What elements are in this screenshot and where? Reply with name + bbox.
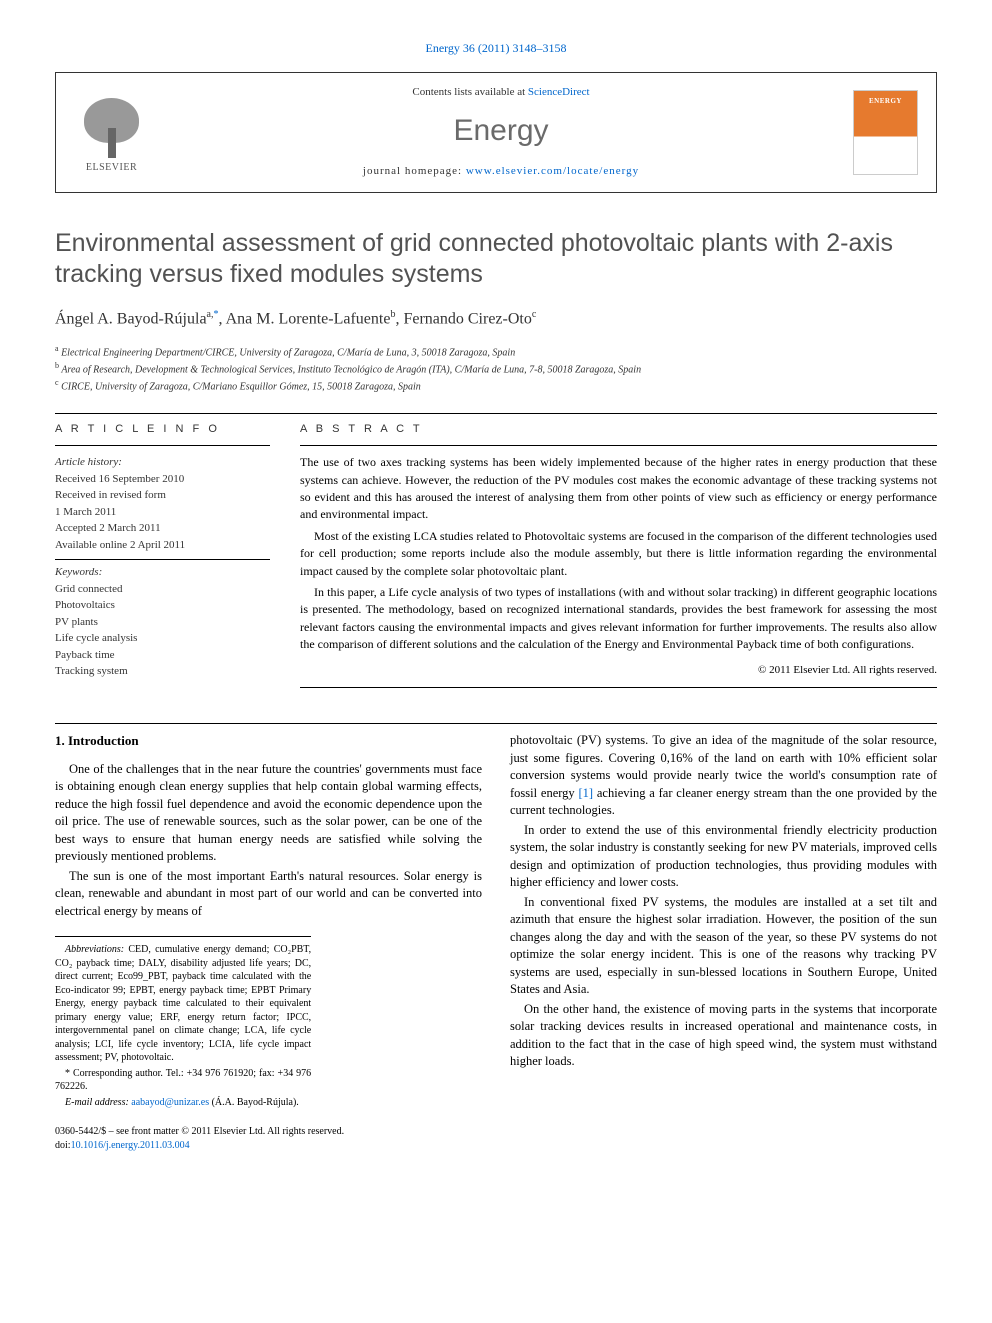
email-link[interactable]: aabayod@unizar.es <box>131 1097 209 1108</box>
citation-line: Energy 36 (2011) 3148–3158 <box>55 40 937 57</box>
abstract-p3: In this paper, a Life cycle analysis of … <box>300 584 937 654</box>
author-list: Ángel A. Bayod-Rújulaa,*, Ana M. Lorente… <box>55 308 937 331</box>
abbreviations: Abbreviations: CED, cumulative energy de… <box>55 943 311 1065</box>
right-column: photovoltaic (PV) systems. To give an id… <box>510 732 937 1111</box>
received-date: Received 16 September 2010 <box>55 471 270 488</box>
author-3-affil: c <box>532 309 536 320</box>
intro-p5: On the other hand, the existence of movi… <box>510 1001 937 1071</box>
email-label: E-mail address: <box>65 1097 131 1108</box>
doi-link[interactable]: 10.1016/j.energy.2011.03.004 <box>71 1140 190 1151</box>
corr-marker: * <box>214 309 219 320</box>
elsevier-tree-icon <box>84 98 139 158</box>
author-1: Ángel A. Bayod-Rújula <box>55 310 207 327</box>
ref-1-link[interactable]: [1] <box>578 786 593 800</box>
intro-p4: In conventional fixed PV systems, the mo… <box>510 894 937 999</box>
intro-p2a: The sun is one of the most important Ear… <box>55 868 482 921</box>
contents-prefix: Contents lists available at <box>412 86 527 98</box>
intro-p3: In order to extend the use of this envir… <box>510 822 937 892</box>
doi-line: doi:10.1016/j.energy.2011.03.004 <box>55 1139 937 1153</box>
abbrev-label: Abbreviations: <box>65 944 124 955</box>
revised-line1: Received in revised form <box>55 487 270 504</box>
abstract-column: A B S T R A C T The use of two axes trac… <box>300 422 937 697</box>
corresponding-author: * Corresponding author. Tel.: +34 976 76… <box>55 1067 311 1094</box>
divider-mid <box>55 723 937 724</box>
online-date: Available online 2 April 2011 <box>55 537 270 554</box>
keyword-2: PV plants <box>55 614 270 631</box>
keyword-0: Grid connected <box>55 581 270 598</box>
contents-list-line: Contents lists available at ScienceDirec… <box>149 85 853 100</box>
journal-cover-thumbnail <box>853 90 918 175</box>
abstract-p2: Most of the existing LCA studies related… <box>300 528 937 580</box>
author-1-affil: a, <box>207 309 214 320</box>
sciencedirect-link[interactable]: ScienceDirect <box>528 86 590 98</box>
revised-line2: 1 March 2011 <box>55 504 270 521</box>
abstract-divider <box>300 445 937 446</box>
affil-c: CIRCE, University of Zaragoza, C/Mariano… <box>61 382 421 393</box>
affiliations: a Electrical Engineering Department/CIRC… <box>55 343 937 395</box>
history-label: Article history: <box>55 454 270 471</box>
keywords-label: Keywords: <box>55 564 270 581</box>
info-divider-2 <box>55 559 270 560</box>
divider-top <box>55 413 937 414</box>
abstract-divider-bottom <box>300 687 937 688</box>
abstract-copyright: © 2011 Elsevier Ltd. All rights reserved… <box>300 663 937 679</box>
intro-p2b: photovoltaic (PV) systems. To give an id… <box>510 732 937 820</box>
journal-name: Energy <box>149 110 853 152</box>
bottom-bar: 0360-5442/$ – see front matter © 2011 El… <box>55 1125 937 1153</box>
journal-header: ELSEVIER Contents lists available at Sci… <box>55 72 937 193</box>
author-3: Fernando Cirez-Oto <box>403 310 531 327</box>
homepage-line: journal homepage: www.elsevier.com/locat… <box>149 164 853 179</box>
article-history: Article history: Received 16 September 2… <box>55 454 270 680</box>
homepage-link[interactable]: www.elsevier.com/locate/energy <box>466 165 639 177</box>
abstract-label: A B S T R A C T <box>300 422 937 437</box>
keyword-4: Payback time <box>55 647 270 664</box>
author-2: Ana M. Lorente-Lafuente <box>226 310 391 327</box>
footnotes: Abbreviations: CED, cumulative energy de… <box>55 936 311 1109</box>
homepage-prefix: journal homepage: <box>363 165 466 177</box>
affil-b: Area of Research, Development & Technolo… <box>61 364 641 375</box>
keyword-1: Photovoltaics <box>55 597 270 614</box>
accepted-date: Accepted 2 March 2011 <box>55 520 270 537</box>
header-center: Contents lists available at ScienceDirec… <box>149 85 853 180</box>
left-column: 1. Introduction One of the challenges th… <box>55 732 482 1111</box>
article-title: Environmental assessment of grid connect… <box>55 228 937 291</box>
body-columns: 1. Introduction One of the challenges th… <box>55 732 937 1111</box>
info-divider-1 <box>55 445 270 446</box>
author-2-affil: b <box>390 309 395 320</box>
intro-heading: 1. Introduction <box>55 732 482 750</box>
front-matter-line: 0360-5442/$ – see front matter © 2011 El… <box>55 1125 937 1139</box>
intro-p1: One of the challenges that in the near f… <box>55 761 482 866</box>
email-line: E-mail address: aabayod@unizar.es (Á.A. … <box>55 1096 311 1110</box>
keyword-3: Life cycle analysis <box>55 630 270 647</box>
article-info-column: A R T I C L E I N F O Article history: R… <box>55 422 270 697</box>
abbrev-text: CED, cumulative energy demand; CO₂PBT, C… <box>55 944 311 1063</box>
keyword-5: Tracking system <box>55 663 270 680</box>
abstract-p1: The use of two axes tracking systems has… <box>300 454 937 524</box>
elsevier-logo: ELSEVIER <box>74 90 149 175</box>
info-abstract-row: A R T I C L E I N F O Article history: R… <box>55 422 937 697</box>
affil-a: Electrical Engineering Department/CIRCE,… <box>61 347 515 358</box>
elsevier-label: ELSEVIER <box>86 161 137 175</box>
abstract-text: The use of two axes tracking systems has… <box>300 454 937 679</box>
doi-prefix: doi: <box>55 1140 71 1151</box>
article-info-label: A R T I C L E I N F O <box>55 422 270 437</box>
page-container: Energy 36 (2011) 3148–3158 ELSEVIER Cont… <box>0 0 992 1183</box>
email-suffix: (Á.A. Bayod-Rújula). <box>209 1097 299 1108</box>
